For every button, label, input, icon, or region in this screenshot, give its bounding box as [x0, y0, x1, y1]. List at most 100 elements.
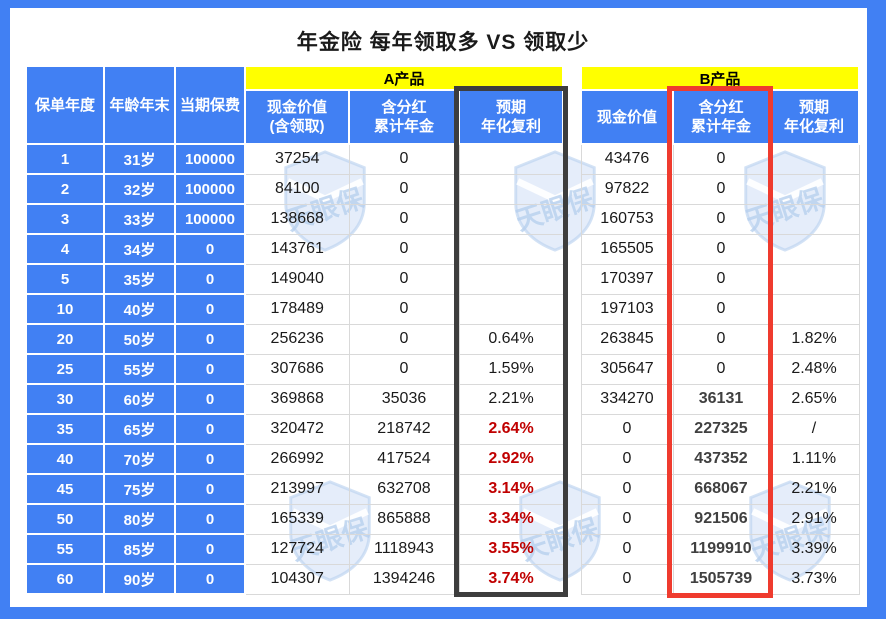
cell-age: 60岁	[103, 383, 176, 415]
cell-a-cash-value: 307686	[244, 353, 350, 385]
cell-b-cash-value: 263845	[580, 323, 674, 355]
cell-policy-year: 25	[25, 353, 105, 385]
cell-policy-year: 1	[25, 143, 105, 175]
table-row: 0 437352 1.11%	[580, 443, 860, 475]
cell-a-expected-rate: 2.92%	[458, 443, 564, 475]
table-row: 40 70岁 0 266992 417524 2.92%	[25, 443, 564, 475]
cell-a-expected-rate	[458, 203, 564, 235]
cell-policy-year: 4	[25, 233, 105, 265]
table-row: 2 32岁 100000 84100 0	[25, 173, 564, 205]
cell-b-expected-rate: 2.21%	[768, 473, 860, 505]
cell-a-cash-value: 178489	[244, 293, 350, 325]
cell-b-cash-value: 0	[580, 473, 674, 505]
table-row: 10 40岁 0 178489 0	[25, 293, 564, 325]
cell-b-expected-rate	[768, 173, 860, 205]
cell-a-cash-value: 149040	[244, 263, 350, 295]
cell-premium: 0	[174, 353, 246, 385]
cell-a-dividend-annuity: 0	[348, 173, 460, 205]
cell-b-expected-rate: 3.39%	[768, 533, 860, 565]
table-row: 197103 0	[580, 293, 860, 325]
cell-b-cash-value: 0	[580, 443, 674, 475]
cell-a-cash-value: 104307	[244, 563, 350, 595]
cell-b-dividend-annuity: 0	[672, 203, 770, 235]
cell-policy-year: 10	[25, 293, 105, 325]
cell-policy-year: 20	[25, 323, 105, 355]
cell-a-dividend-annuity: 218742	[348, 413, 460, 445]
cell-b-dividend-annuity: 921506	[672, 503, 770, 535]
cell-premium: 100000	[174, 203, 246, 235]
table-row: 160753 0	[580, 203, 860, 235]
cell-a-expected-rate: 3.14%	[458, 473, 564, 505]
cell-age: 50岁	[103, 323, 176, 355]
cell-a-dividend-annuity: 0	[348, 143, 460, 175]
cell-a-dividend-annuity: 632708	[348, 473, 460, 505]
product-a-label: A产品	[244, 65, 564, 91]
page-title: 年金险 每年领取多 VS 领取少	[296, 31, 590, 54]
cell-b-dividend-annuity: 227325	[672, 413, 770, 445]
cell-a-expected-rate: 1.59%	[458, 353, 564, 385]
cell-b-dividend-annuity: 0	[672, 173, 770, 205]
cell-b-expected-rate: 2.91%	[768, 503, 860, 535]
cell-b-cash-value: 170397	[580, 263, 674, 295]
table-row: 30 60岁 0 369868 35036 2.21%	[25, 383, 564, 415]
cell-age: 34岁	[103, 233, 176, 265]
cell-premium: 0	[174, 383, 246, 415]
cell-age: 85岁	[103, 533, 176, 565]
table-row: 334270 36131 2.65%	[580, 383, 860, 415]
cell-b-cash-value: 43476	[580, 143, 674, 175]
cell-premium: 0	[174, 263, 246, 295]
table-row: 0 668067 2.21%	[580, 473, 860, 505]
cell-policy-year: 55	[25, 533, 105, 565]
cell-a-dividend-annuity: 1118943	[348, 533, 460, 565]
cell-age: 55岁	[103, 353, 176, 385]
table-row: 45 75岁 0 213997 632708 3.14%	[25, 473, 564, 505]
cell-b-cash-value: 160753	[580, 203, 674, 235]
cell-b-expected-rate	[768, 233, 860, 265]
cell-a-dividend-annuity: 0	[348, 263, 460, 295]
cell-policy-year: 30	[25, 383, 105, 415]
cell-b-dividend-annuity: 668067	[672, 473, 770, 505]
cell-premium: 0	[174, 533, 246, 565]
table-a-body: 1 31岁 100000 37254 0 2 32岁 100000 84100 0 3 33岁 1000…	[25, 143, 564, 595]
cell-a-expected-rate: 3.74%	[458, 563, 564, 595]
cell-age: 80岁	[103, 503, 176, 535]
cell-a-expected-rate: 2.21%	[458, 383, 564, 415]
col-header-age: 年龄年末	[103, 65, 176, 145]
cell-premium: 0	[174, 233, 246, 265]
cell-b-expected-rate: 2.65%	[768, 383, 860, 415]
cell-b-dividend-annuity: 0	[672, 233, 770, 265]
table-row: 4 34岁 0 143761 0	[25, 233, 564, 265]
cell-b-dividend-annuity: 1505739	[672, 563, 770, 595]
cell-a-dividend-annuity: 0	[348, 203, 460, 235]
cell-policy-year: 3	[25, 203, 105, 235]
cell-premium: 100000	[174, 143, 246, 175]
cell-a-cash-value: 84100	[244, 173, 350, 205]
cell-b-dividend-annuity: 0	[672, 263, 770, 295]
cell-a-cash-value: 213997	[244, 473, 350, 505]
cell-a-cash-value: 266992	[244, 443, 350, 475]
cell-b-dividend-annuity: 0	[672, 323, 770, 355]
cell-age: 70岁	[103, 443, 176, 475]
cell-b-dividend-annuity: 0	[672, 353, 770, 385]
cell-b-expected-rate: /	[768, 413, 860, 445]
table-row: 50 80岁 0 165339 865888 3.34%	[25, 503, 564, 535]
cell-age: 32岁	[103, 173, 176, 205]
product-a-table: 保单年度 年龄年末 当期保费 A产品 现金价值 (含领取) 含分红 累计年金 预…	[25, 65, 564, 595]
cell-a-expected-rate	[458, 263, 564, 295]
cell-age: 35岁	[103, 263, 176, 295]
cell-a-dividend-annuity: 417524	[348, 443, 460, 475]
cell-policy-year: 50	[25, 503, 105, 535]
cell-a-dividend-annuity: 865888	[348, 503, 460, 535]
cell-a-expected-rate: 3.34%	[458, 503, 564, 535]
cell-a-dividend-annuity: 0	[348, 323, 460, 355]
cell-a-cash-value: 143761	[244, 233, 350, 265]
cell-b-expected-rate	[768, 143, 860, 175]
cell-policy-year: 35	[25, 413, 105, 445]
table-row: 60 90岁 0 104307 1394246 3.74%	[25, 563, 564, 595]
cell-premium: 0	[174, 413, 246, 445]
col-header-a-expected-rate: 预期 年化复利	[458, 89, 564, 145]
col-header-policy-year: 保单年度	[25, 65, 105, 145]
cell-policy-year: 45	[25, 473, 105, 505]
table-row: 55 85岁 0 127724 1118943 3.55%	[25, 533, 564, 565]
